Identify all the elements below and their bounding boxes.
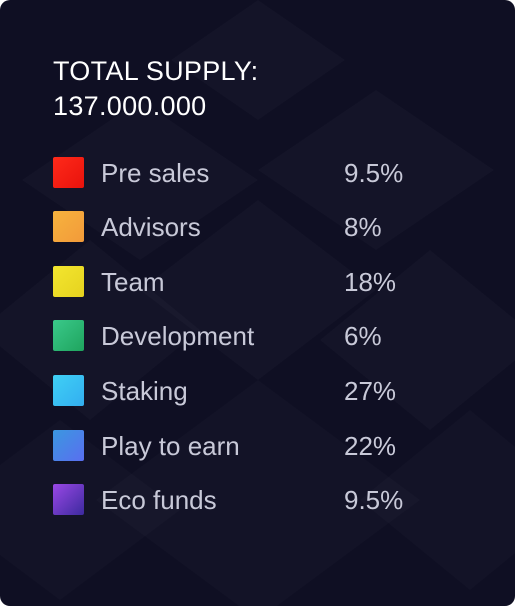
total-supply-label: TOTAL SUPPLY: — [53, 56, 259, 86]
allocation-value: 22% — [344, 431, 397, 461]
total-supply-amount: 137.000.000 — [53, 91, 207, 121]
allocation-value: 9.5% — [344, 158, 404, 188]
allocation-label: Pre sales — [101, 158, 210, 188]
staking-swatch-icon — [53, 375, 84, 406]
allocation-row-development: Development 6% — [0, 316, 515, 356]
team-swatch-icon — [53, 266, 84, 297]
total-supply-heading: TOTAL SUPPLY: 137.000.000 — [53, 54, 258, 124]
allocation-row-play-to-earn: Play to earn 22% — [0, 426, 515, 466]
allocation-row-staking: Staking 27% — [0, 371, 515, 411]
advisors-swatch-icon — [53, 211, 84, 242]
play-to-earn-swatch-icon — [53, 430, 84, 461]
allocation-label: Play to earn — [101, 431, 240, 461]
allocation-row-team: Team 18% — [0, 262, 515, 302]
pre-sales-swatch-icon — [53, 157, 84, 188]
allocation-value: 6% — [344, 321, 382, 351]
allocation-row-advisors: Advisors 8% — [0, 207, 515, 247]
allocation-label: Staking — [101, 376, 188, 406]
allocation-label: Development — [101, 321, 255, 351]
eco-funds-swatch-icon — [53, 484, 84, 515]
allocation-value: 18% — [344, 267, 397, 297]
allocation-label: Eco funds — [101, 485, 217, 515]
allocation-label: Advisors — [101, 212, 201, 242]
allocation-label: Team — [101, 267, 165, 297]
allocation-value: 9.5% — [344, 485, 404, 515]
development-swatch-icon — [53, 320, 84, 351]
allocation-value: 27% — [344, 376, 397, 406]
allocation-row-eco-funds: Eco funds 9.5% — [0, 480, 515, 520]
allocation-value: 8% — [344, 212, 382, 242]
allocation-row-pre-sales: Pre sales 9.5% — [0, 153, 515, 193]
